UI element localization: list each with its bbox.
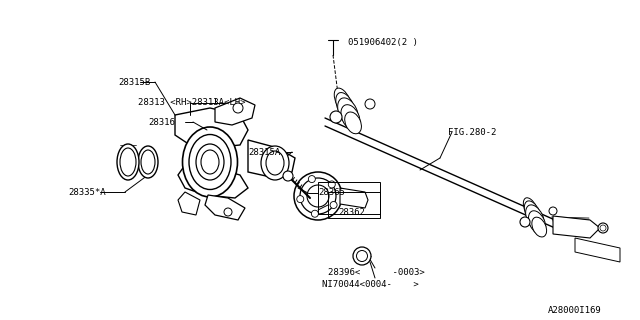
Ellipse shape bbox=[189, 134, 231, 189]
Polygon shape bbox=[178, 192, 200, 215]
Bar bbox=[328, 192, 380, 218]
Text: 28313 <RH>28313A<LH>: 28313 <RH>28313A<LH> bbox=[138, 98, 246, 107]
Circle shape bbox=[365, 99, 375, 109]
Ellipse shape bbox=[524, 198, 538, 220]
Ellipse shape bbox=[532, 217, 547, 237]
Circle shape bbox=[353, 247, 371, 265]
Ellipse shape bbox=[307, 185, 329, 207]
Text: NI70044<0004-    >: NI70044<0004- > bbox=[322, 280, 419, 289]
Text: 28396<      -0003>: 28396< -0003> bbox=[328, 268, 425, 277]
Circle shape bbox=[356, 251, 367, 261]
Text: 28365: 28365 bbox=[318, 188, 345, 197]
Ellipse shape bbox=[117, 144, 139, 180]
Text: 28315B: 28315B bbox=[118, 78, 150, 87]
Bar bbox=[318, 182, 380, 214]
Ellipse shape bbox=[138, 146, 158, 178]
Text: FIG.280-2: FIG.280-2 bbox=[448, 128, 497, 137]
Ellipse shape bbox=[294, 172, 342, 220]
Text: A28000I169: A28000I169 bbox=[548, 306, 602, 315]
Circle shape bbox=[233, 103, 243, 113]
Circle shape bbox=[312, 210, 318, 217]
Circle shape bbox=[308, 176, 316, 183]
Ellipse shape bbox=[334, 88, 351, 114]
Ellipse shape bbox=[600, 225, 606, 231]
Ellipse shape bbox=[341, 105, 360, 130]
Text: 28316: 28316 bbox=[148, 118, 175, 127]
Ellipse shape bbox=[266, 151, 284, 175]
Polygon shape bbox=[178, 165, 248, 198]
Circle shape bbox=[328, 181, 335, 188]
Circle shape bbox=[224, 208, 232, 216]
Ellipse shape bbox=[529, 211, 546, 234]
Circle shape bbox=[330, 111, 342, 123]
Ellipse shape bbox=[345, 112, 362, 134]
Ellipse shape bbox=[525, 205, 545, 231]
Ellipse shape bbox=[300, 178, 336, 214]
Circle shape bbox=[330, 202, 337, 209]
Polygon shape bbox=[175, 108, 248, 148]
Polygon shape bbox=[553, 216, 600, 238]
Ellipse shape bbox=[182, 127, 237, 197]
Ellipse shape bbox=[336, 92, 355, 121]
Text: 28335*A: 28335*A bbox=[68, 188, 106, 197]
Ellipse shape bbox=[261, 146, 289, 180]
Ellipse shape bbox=[338, 98, 358, 126]
Polygon shape bbox=[340, 188, 368, 208]
Polygon shape bbox=[248, 140, 295, 178]
Ellipse shape bbox=[598, 223, 608, 233]
Ellipse shape bbox=[524, 201, 541, 226]
Circle shape bbox=[549, 207, 557, 215]
Text: 28362: 28362 bbox=[338, 208, 365, 217]
Polygon shape bbox=[575, 238, 620, 262]
Circle shape bbox=[283, 171, 293, 181]
Circle shape bbox=[520, 217, 530, 227]
Ellipse shape bbox=[120, 148, 136, 176]
Ellipse shape bbox=[141, 150, 155, 174]
Polygon shape bbox=[215, 98, 255, 125]
Ellipse shape bbox=[201, 150, 219, 174]
Circle shape bbox=[297, 196, 304, 203]
Polygon shape bbox=[205, 195, 245, 220]
Ellipse shape bbox=[196, 144, 224, 180]
Text: 28315A: 28315A bbox=[248, 148, 280, 157]
Text: 051906402(2 ): 051906402(2 ) bbox=[348, 38, 418, 47]
